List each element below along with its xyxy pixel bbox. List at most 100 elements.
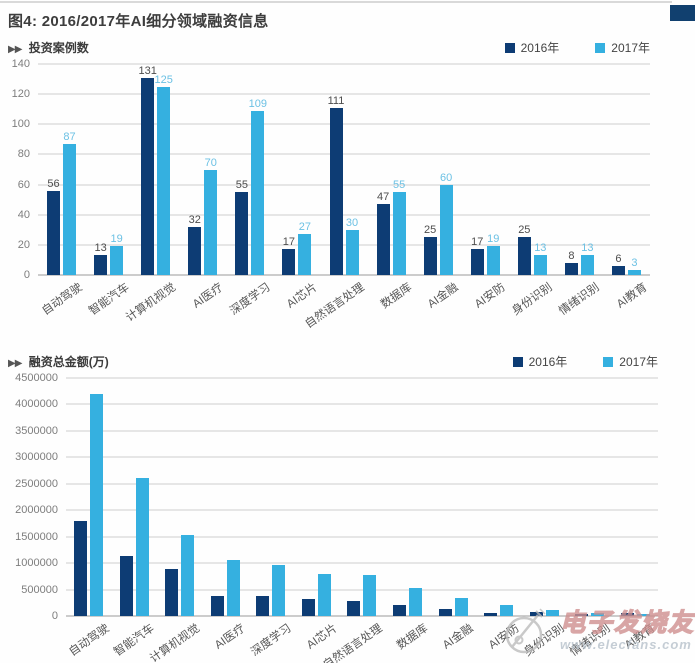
chart-subtitle: ▶▶ 投资案例数 (8, 39, 89, 56)
x-category: 深度学习 (248, 616, 294, 663)
bar-group: 13 19 (85, 64, 132, 275)
bar-group: 55 109 (226, 64, 273, 275)
gridline (38, 184, 650, 186)
bar-group: 32 70 (179, 64, 226, 275)
bar-value-label: 17 (282, 236, 296, 249)
x-category-label: 深度学习 (227, 281, 273, 318)
bar-group (385, 378, 431, 616)
bar-value-label: 13 (581, 242, 594, 255)
bar-2017年-情绪识别: 13 (580, 242, 594, 275)
x-category-label: AI安防 (486, 622, 522, 652)
bar-2017年-AI医疗 (226, 560, 240, 616)
bar-2017年-自动驾驶 (90, 393, 104, 616)
x-category: AI安防 (476, 616, 522, 663)
plot-area (66, 377, 658, 617)
y-tick-label: 60 (17, 178, 30, 191)
x-axis-labels: 自动驾驶 智能汽车 计算机视觉 AI医疗 深度学习 AI芯片 自然语言处理 数据库 AI金融 AI… (66, 616, 658, 663)
bar-group: 8 13 (556, 64, 603, 275)
bar-2016年-身份识别: 25 (517, 224, 531, 275)
gridline (66, 377, 658, 379)
bar-2016年-自然语言处理 (347, 601, 361, 616)
bar-2017年-AI医疗: 70 (204, 157, 218, 275)
bar-2016年-AI教育 (620, 613, 634, 616)
bar-2016年-AI金融: 25 (423, 224, 437, 275)
bar-2016年-AI教育: 6 (611, 253, 625, 275)
gridline (38, 63, 650, 65)
x-category: AI金融 (415, 275, 462, 337)
bar-2017年-深度学习: 109 (249, 98, 267, 275)
y-axis: 0 20 40 60 80 100 120 140 (0, 58, 38, 281)
x-category-label: 身份识别 (510, 281, 555, 318)
legend-item-2016: 2016年 (504, 39, 559, 56)
bar-2017年-数据库: 55 (392, 179, 406, 275)
chart-header: ▶▶ 投资案例数 2016年 2017年 (0, 39, 695, 64)
x-category: 自动驾驶 (38, 275, 85, 337)
gridline (66, 509, 658, 511)
plot-area: 56 87 13 19 131 125 32 70 55 109 17 27 111 30 47 55 25 60… (38, 63, 650, 276)
bar-2017年-计算机视觉 (181, 535, 195, 616)
y-tick-label: 0 (51, 610, 58, 622)
plot-row: 0 20 40 60 80 100 120 140 56 87 13 19 131 125 32 70 55 1… (0, 58, 695, 281)
bar-2017年-计算机视觉: 125 (155, 74, 173, 275)
bar-2016年-计算机视觉: 131 (139, 65, 157, 275)
legend-item-2016: 2016年 (512, 353, 567, 370)
gridline (38, 153, 650, 155)
plot-row: 0 500000 1000000 1500000 2000000 2500000 30000… (0, 372, 695, 622)
bar-2017年-AI金融: 60 (439, 172, 453, 275)
x-category-label: AI芯片 (304, 622, 340, 652)
legend-label-2017: 2017年 (611, 41, 650, 55)
x-category: AI金融 (430, 616, 476, 663)
bar-2016年-深度学习: 55 (235, 179, 249, 275)
legend: 2016年 2017年 (504, 39, 650, 56)
y-tick-label: 4500000 (15, 372, 58, 384)
x-category-label: 身份识别 (522, 622, 567, 659)
y-tick-label: 500000 (21, 583, 58, 596)
x-category-label: AI医疗 (190, 281, 226, 311)
bar-value-label: 32 (188, 213, 201, 226)
legend-swatch-2016-icon (512, 356, 523, 367)
bar-2017年-身份识别 (545, 609, 559, 616)
gridline (66, 430, 658, 432)
x-category-label: 自动驾驶 (66, 622, 112, 659)
gridline (38, 93, 650, 95)
bar-2017年-数据库 (408, 587, 422, 616)
bar-group: 111 30 (320, 64, 367, 275)
bar-2016年-情绪识别 (575, 613, 589, 616)
x-category: 身份识别 (521, 616, 567, 663)
y-tick-label: 120 (11, 88, 30, 101)
x-category-label: AI医疗 (213, 622, 248, 652)
section-marker-icon: ▶▶ (8, 358, 22, 369)
y-tick-label: 2000000 (15, 504, 58, 517)
bar-2016年-自动驾驶 (74, 520, 88, 616)
bar-group (339, 378, 385, 616)
bar-2017年-AI安防 (500, 605, 514, 616)
gridline (66, 615, 658, 617)
bar-group (476, 378, 522, 616)
bar-value-label: 8 (568, 249, 575, 262)
x-category: 数据库 (368, 275, 415, 337)
legend: 2016年 2017年 (512, 353, 658, 370)
bar-group (66, 378, 112, 616)
bar-group (112, 378, 158, 616)
bar-2017年-AI金融 (454, 597, 468, 616)
figure-title: 图4: 2016/2017年AI细分领域融资信息 (8, 13, 269, 30)
bar-value-label: 27 (298, 221, 312, 234)
gridline (66, 483, 658, 485)
x-category: AI教育 (603, 275, 650, 337)
bar-group (157, 378, 203, 616)
gridline (66, 589, 658, 591)
x-category-label: 自动驾驶 (39, 281, 85, 318)
bar-value-label: 17 (471, 236, 484, 249)
top-divider (0, 1, 672, 3)
bar-2017年-深度学习 (272, 564, 286, 616)
bar-2016年-AI芯片 (301, 599, 315, 616)
x-category-label: 情绪识别 (557, 281, 603, 318)
bar-2016年-AI芯片: 17 (282, 236, 296, 275)
bar-value-label: 13 (94, 242, 107, 255)
bar-2017年-自然语言处理: 30 (345, 217, 359, 275)
bar-2016年-AI金融 (438, 609, 452, 616)
bar-value-label: 55 (235, 179, 248, 192)
bar-value-label: 109 (248, 97, 268, 110)
